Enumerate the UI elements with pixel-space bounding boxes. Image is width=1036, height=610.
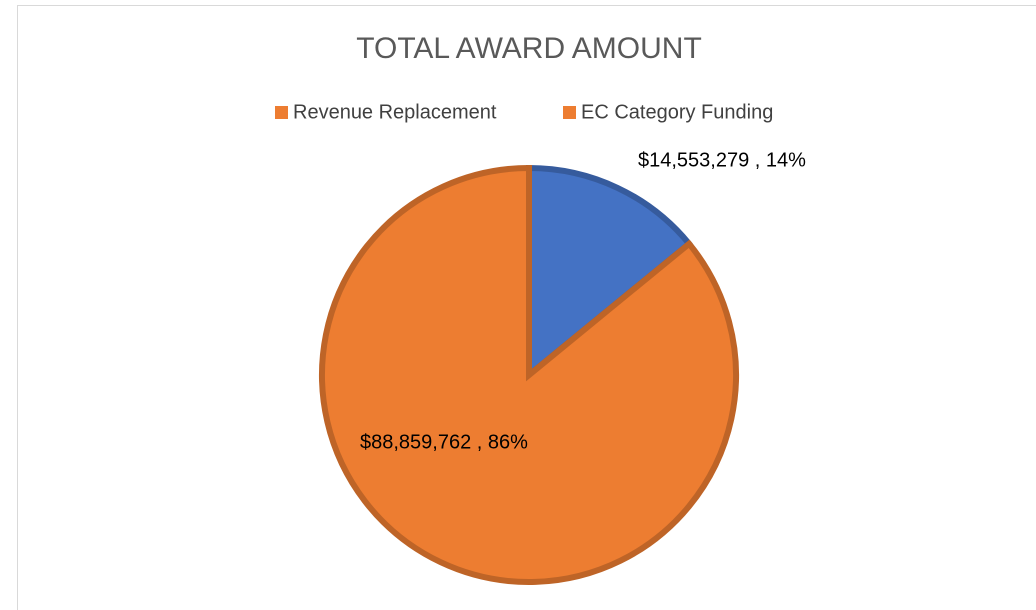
legend-swatch xyxy=(275,106,288,119)
legend-swatch xyxy=(563,106,576,119)
data-label: $88,859,762 , 86% xyxy=(360,431,528,453)
pie-slice xyxy=(319,164,739,585)
legend-label: Revenue Replacement xyxy=(293,101,497,123)
legend-label: EC Category Funding xyxy=(581,101,773,123)
chart-title: TOTAL AWARD AMOUNT xyxy=(356,32,702,65)
data-label: $14,553,279 , 14% xyxy=(638,149,806,171)
pie-slice xyxy=(526,164,694,382)
